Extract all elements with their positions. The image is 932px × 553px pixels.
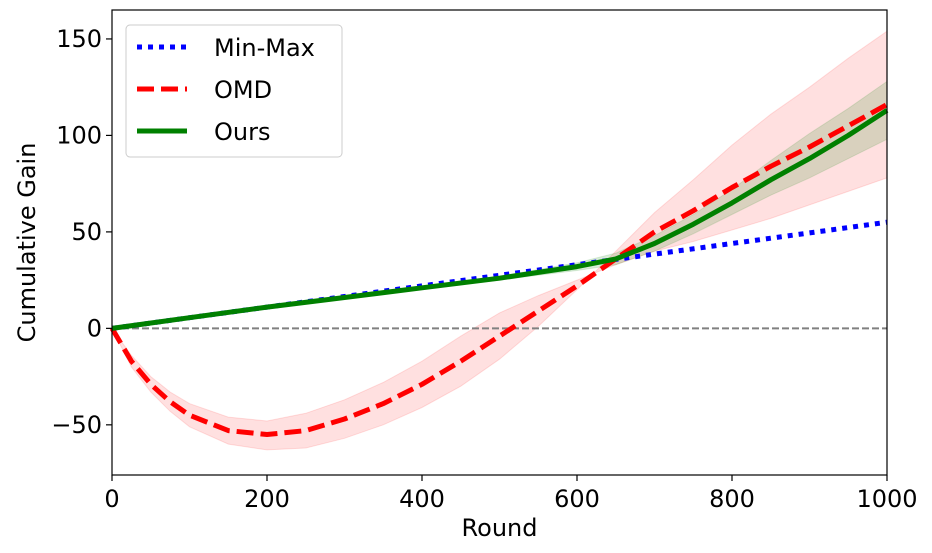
legend-label-ours: Ours — [214, 118, 270, 146]
y-tick-label: −50 — [51, 411, 102, 439]
x-tick-label: 800 — [709, 485, 755, 513]
y-axis-label: Cumulative Gain — [13, 143, 41, 343]
x-tick-label: 600 — [554, 485, 600, 513]
x-tick-label: 200 — [244, 485, 290, 513]
y-tick-label: 100 — [56, 121, 102, 149]
x-axis-ticks: 0 200 400 600 800 1000 — [104, 475, 918, 513]
legend: Min-Max OMD Ours — [125, 24, 343, 158]
x-tick-label: 400 — [399, 485, 445, 513]
x-tick-label: 0 — [104, 485, 119, 513]
y-tick-label: 50 — [71, 218, 102, 246]
legend-label-min-max: Min-Max — [214, 34, 315, 62]
y-tick-label: 150 — [56, 25, 102, 53]
plot-frame — [111, 9, 888, 476]
y-tick-label: 0 — [87, 314, 102, 342]
x-axis-label: Round — [462, 514, 538, 542]
series-line-ours — [111, 108, 889, 331]
series-line-omd — [109, 102, 889, 437]
legend-label-omd: OMD — [214, 76, 272, 104]
y-axis-ticks: −50 0 50 100 150 — [51, 25, 112, 439]
series-line-min-max — [111, 219, 888, 331]
x-tick-label: 1000 — [856, 485, 917, 513]
series-lines — [109, 102, 889, 437]
legend-box — [125, 24, 343, 158]
